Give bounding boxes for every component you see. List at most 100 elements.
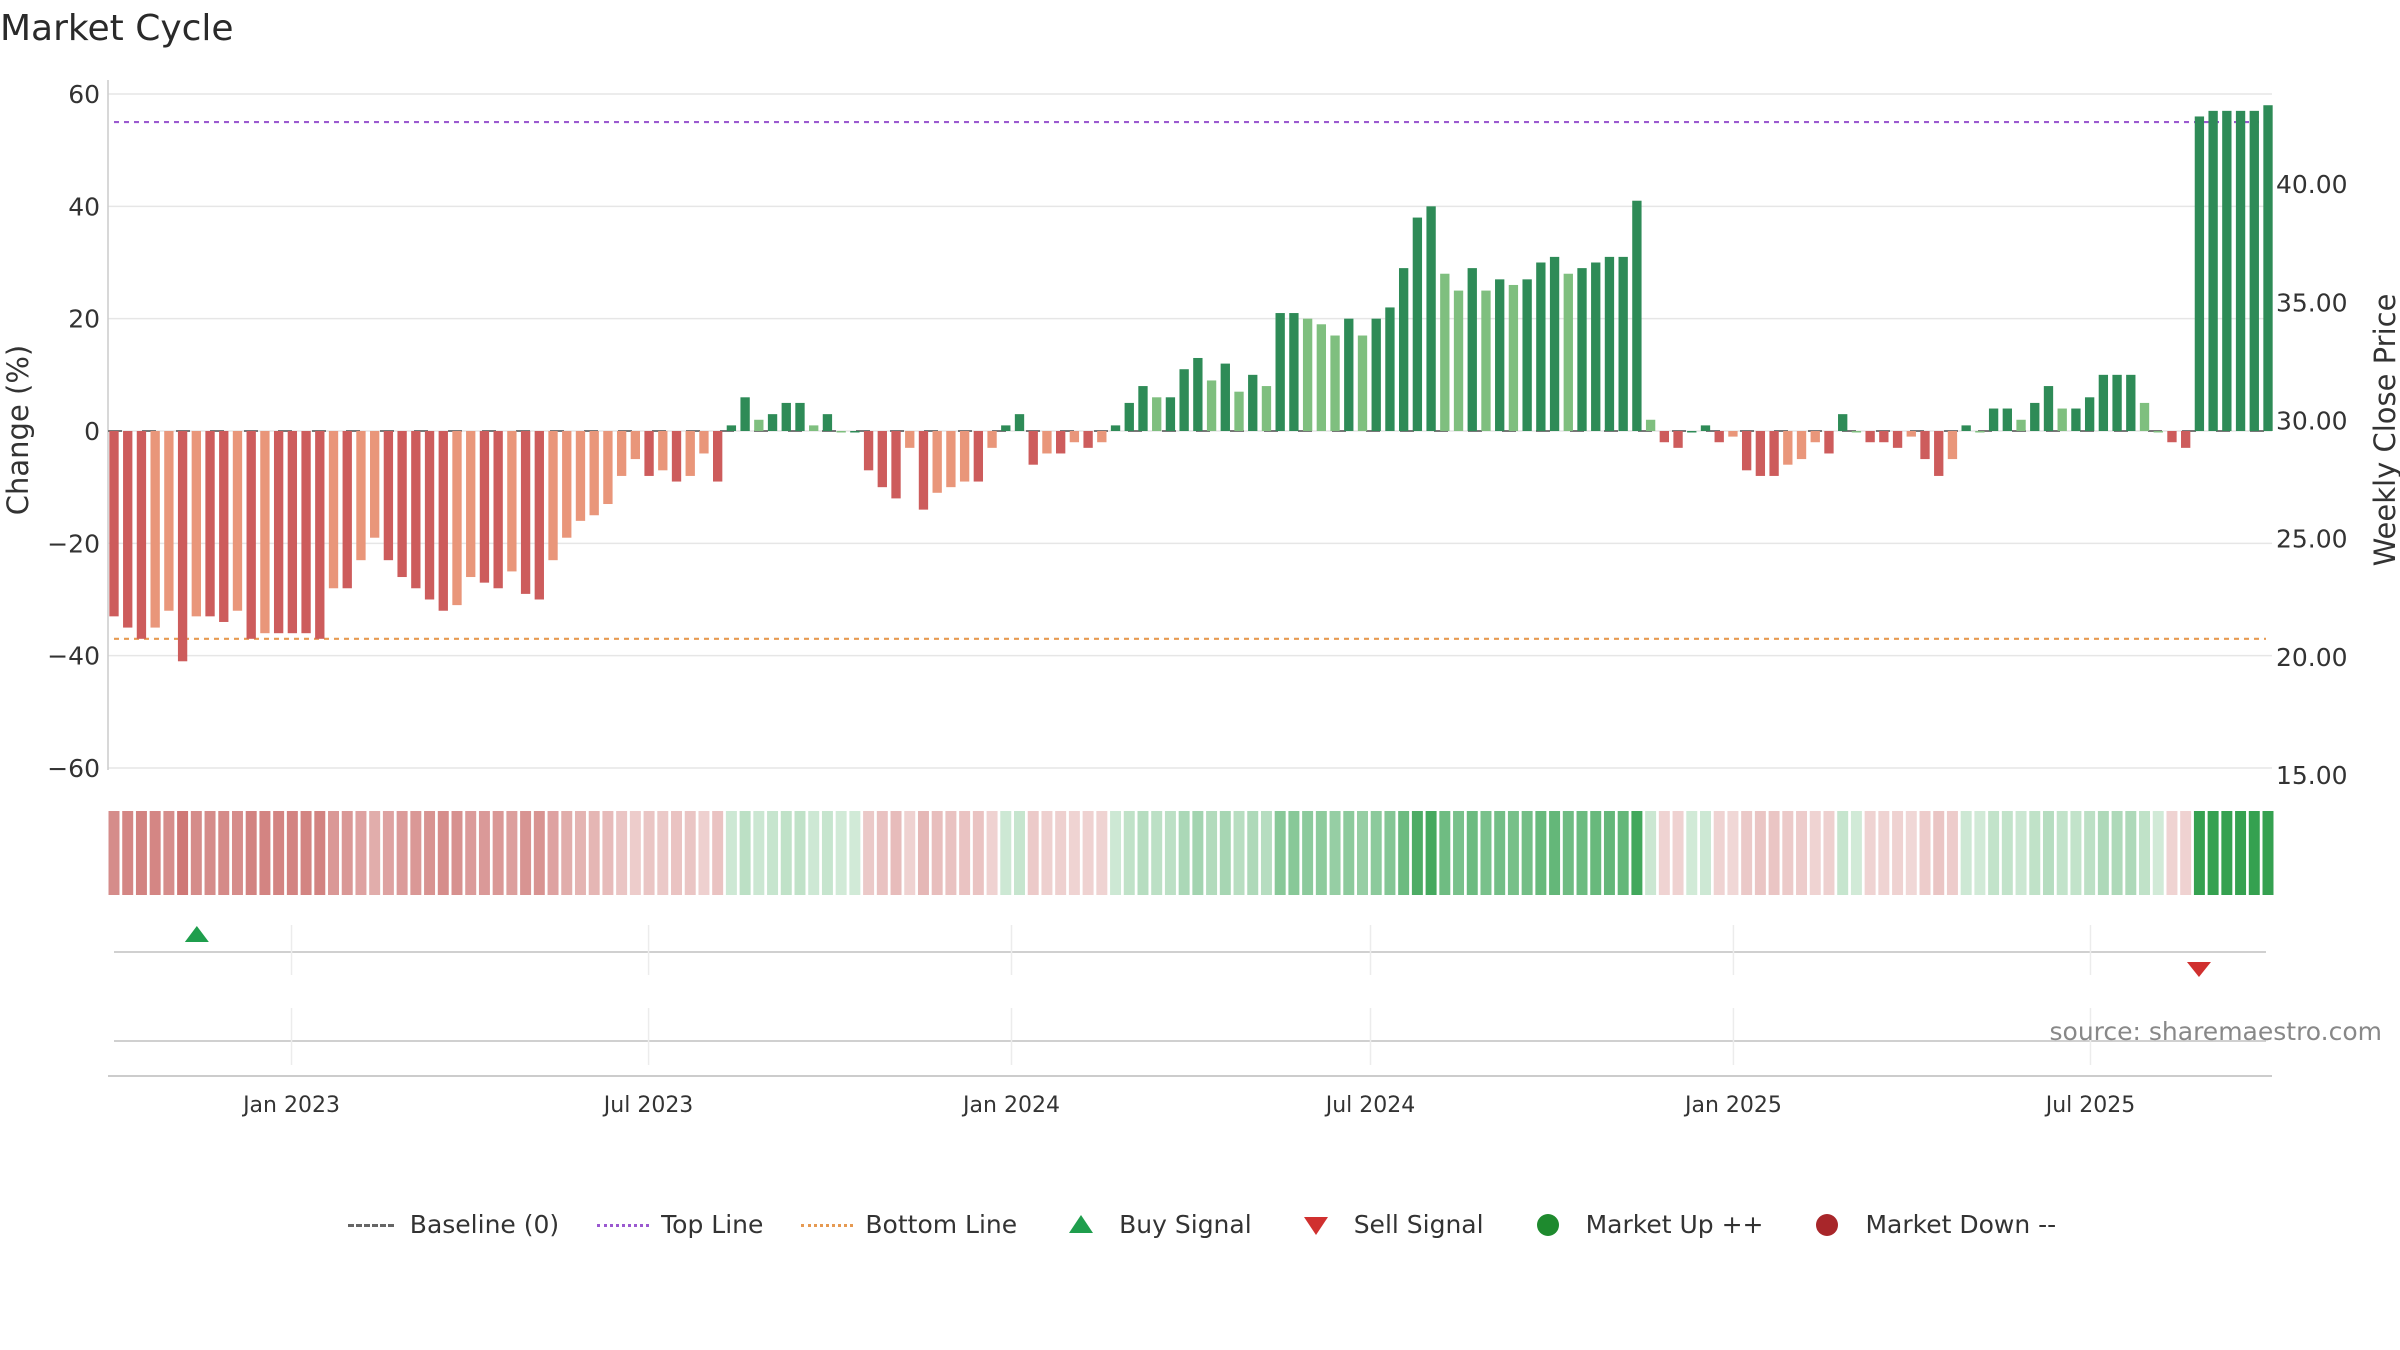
bar: [1289, 313, 1299, 431]
x-tick-label: Jul 2025: [2044, 1093, 2136, 1118]
heat-strip-cell: [2139, 811, 2151, 895]
bar: [1398, 268, 1409, 431]
heat-strip-cell: [698, 811, 710, 895]
heat-strip-cell: [1494, 811, 1506, 895]
bar: [562, 431, 572, 538]
heat-strip-cell: [1809, 811, 1821, 895]
heat-strip-cell: [1850, 811, 1862, 895]
bar: [850, 431, 860, 433]
heat-strip-cell: [273, 811, 285, 895]
bar: [2263, 105, 2273, 431]
bar: [1193, 357, 1203, 431]
y-tick-left-label: −20: [47, 529, 100, 558]
heat-strip-cell: [1439, 811, 1451, 895]
heat-strip-cell: [629, 811, 641, 895]
bar: [781, 402, 791, 431]
heat-strip-cell: [1933, 811, 1945, 895]
heat-strip-cell: [328, 811, 340, 895]
bar: [1892, 431, 1903, 448]
heat-strip-cell: [108, 811, 120, 895]
bar: [1097, 431, 1107, 443]
bar: [1988, 408, 1999, 431]
heat-strip-cell: [492, 811, 504, 895]
heat-strip-cell: [1123, 811, 1135, 895]
heat-strip-cell: [835, 811, 847, 895]
heat-strip-cell: [1960, 811, 1972, 895]
heat-strip-cell: [739, 811, 751, 895]
bar: [699, 431, 709, 454]
heat-strip-cell: [643, 811, 655, 895]
bar: [987, 431, 997, 448]
legend-label: Market Down --: [1865, 1210, 2057, 1239]
bar: [1316, 324, 1327, 431]
bar: [726, 425, 737, 431]
bar: [1577, 268, 1587, 431]
bar: [164, 431, 174, 611]
heat-strip-cell: [1754, 811, 1766, 895]
heat-strip-cell: [808, 811, 820, 895]
heat-strip-cell: [780, 811, 792, 895]
legend-label: Top Line: [661, 1210, 764, 1239]
heat-strip-cell: [1905, 811, 1917, 895]
bar: [905, 431, 915, 448]
heat-strip-cell: [1096, 811, 1108, 895]
bar: [1275, 313, 1285, 431]
heat-strip-cell: [876, 811, 888, 895]
heat-strip-cell: [849, 811, 861, 895]
heat-strip-cell: [1988, 811, 2000, 895]
bar: [1028, 431, 1038, 465]
y-tick-left-label: 20: [68, 305, 100, 334]
dotted-line-icon: [799, 1215, 855, 1235]
bar: [370, 431, 380, 538]
bar: [205, 431, 215, 617]
buy-signal-marker: [184, 926, 209, 942]
bar: [1851, 431, 1862, 433]
heat-strip-cell: [1288, 811, 1300, 895]
bar: [232, 431, 243, 611]
heat-strip-cell: [1233, 811, 1245, 895]
heat-strip-cell: [1727, 811, 1739, 895]
bar: [2139, 402, 2150, 431]
heat-strip-cell: [1535, 811, 1547, 895]
heat-strip-cell: [2180, 811, 2192, 895]
bar: [671, 431, 682, 482]
y-tick-left-label: 40: [68, 192, 100, 221]
heat-strip-cell: [410, 811, 422, 895]
heat-strip-cell: [2070, 811, 2082, 895]
bar: [767, 414, 778, 431]
sell-signal-marker: [2186, 962, 2211, 977]
heat-strip-cell: [396, 811, 408, 895]
heat-strip-cell: [821, 811, 833, 895]
bar: [1165, 397, 1176, 431]
heat-strip-cell: [1631, 811, 1643, 895]
heat-strip-cell: [725, 811, 737, 895]
heat-strip-cell: [671, 811, 682, 895]
heat-strip-cell: [2097, 811, 2109, 895]
heat-strip-cell: [1151, 811, 1163, 895]
bar: [548, 431, 558, 561]
bar: [136, 431, 147, 639]
bar: [438, 431, 448, 611]
dash-line-icon: [344, 1215, 400, 1235]
heat-strip-cell: [1823, 811, 1835, 895]
bar: [1906, 431, 1916, 437]
y-tick-right-label: 30.00: [2276, 407, 2348, 436]
y-tick-right-label: 15.00: [2276, 761, 2348, 790]
bar: [1536, 262, 1546, 431]
heat-strip-cell: [149, 811, 161, 895]
bar: [1604, 256, 1615, 431]
heat-strip-cell: [561, 811, 573, 895]
bar: [575, 431, 586, 521]
heat-strip-cell: [1206, 811, 1218, 895]
bar: [685, 431, 695, 476]
heat-strip-cell: [712, 811, 724, 895]
heat-strip-cell: [1343, 811, 1355, 895]
heat-strip-cell: [177, 811, 189, 895]
y-tick-left-label: −40: [47, 642, 100, 671]
bar: [273, 431, 284, 634]
heat-strip-cell: [204, 811, 216, 895]
heat-strip-cell: [959, 811, 971, 895]
bar: [754, 419, 764, 431]
heat-strip-cell: [931, 811, 943, 895]
bar: [959, 431, 970, 482]
